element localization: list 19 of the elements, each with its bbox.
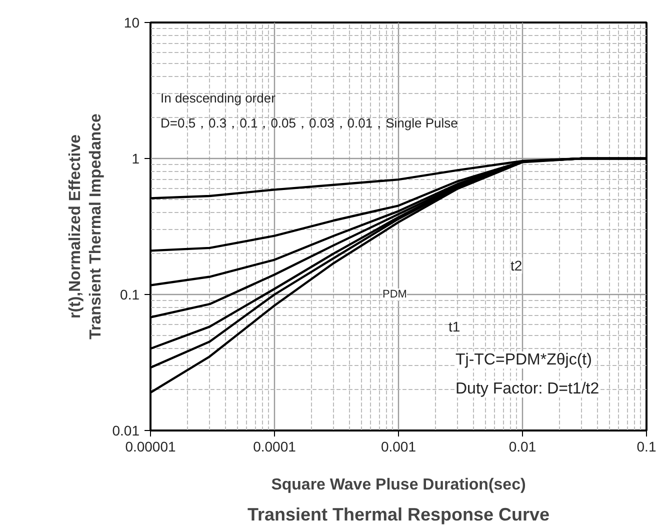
annotation: D=0.5，0.3，0.1，0.05，0.03，0.01，Single Pulse	[160, 116, 458, 130]
annotation: Tj-TC=PDM*Zθjc(t)	[456, 352, 592, 368]
y-axis-title: r(t),Normalized Effective Transient Thermal Impedance	[66, 113, 104, 340]
annotation: PDM	[382, 288, 407, 300]
x-tick-label: 0.001	[380, 438, 416, 454]
x-tick-label: 0.00001	[125, 438, 176, 454]
text: Transient Thermal Response Curve	[247, 504, 550, 524]
y-tick-label: 0.01	[112, 422, 140, 438]
x-tick-label: 0.1	[636, 438, 656, 454]
y-tick-label: 0.1	[120, 286, 140, 302]
x-tick-label: 0.0001	[253, 438, 296, 454]
x-tick-label: 0.01	[508, 438, 536, 454]
annotation: In descending order	[160, 90, 276, 106]
x-axis-title: Square Wave Pluse Duration(sec)	[271, 476, 526, 494]
annotation: Duty Factor: D=t1/t2	[456, 380, 600, 398]
y-tick-label: 10	[124, 14, 140, 30]
y-tick-label: 1	[132, 150, 140, 166]
annotation: t1	[448, 318, 460, 334]
annotation: t2	[510, 258, 522, 274]
